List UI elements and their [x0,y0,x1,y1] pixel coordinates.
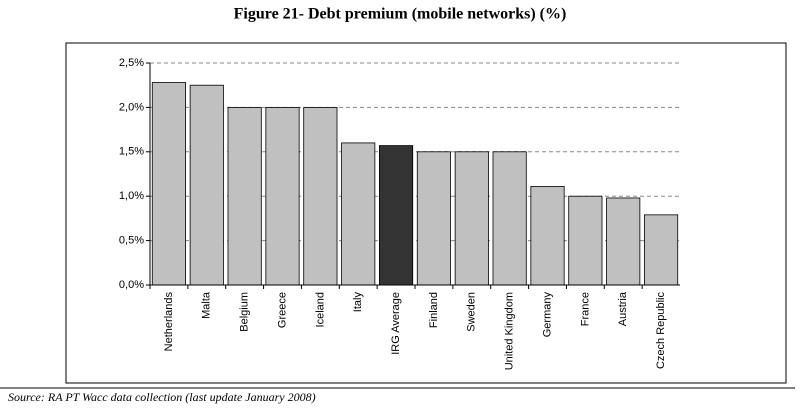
x-tick-label: Belgium [239,292,251,332]
x-tick-label: United Kingdom [504,292,516,370]
x-tick-label: Malta [201,291,213,319]
x-tick-label: Greece [276,292,288,328]
chart-title: Figure 21- Debt premium (mobile networks… [234,6,567,23]
x-tick-label: Iceland [314,292,326,327]
bar [303,107,338,286]
bar [189,84,224,286]
y-tick-label: 2,5% [119,57,144,69]
x-tick-label: Netherlands [163,292,175,352]
x-tick-label: Germany [541,292,553,338]
bar [227,107,262,286]
x-tick-label: France [579,292,591,326]
bar [379,145,414,286]
x-tick-label: Italy [352,292,364,313]
x-tick-label: Sweden [466,292,478,332]
bar [492,151,527,286]
x-tick-label: Finland [428,292,440,328]
bar [341,142,376,286]
bar [644,214,679,286]
bar [530,186,565,286]
chart-frame [65,42,787,384]
bar [568,195,603,286]
y-tick-label: 0,0% [119,279,144,291]
y-tick-label: 2,0% [119,101,144,113]
bar [151,82,186,286]
x-tick-label: Czech Republic [655,292,667,370]
bar [265,107,300,286]
bar [606,197,641,286]
y-tick-label: 1,5% [119,146,144,158]
x-tick-label: IRG Average [390,292,402,355]
source-note: Source: RA PT Wacc data collection (last… [8,390,316,404]
y-tick-label: 0,5% [119,235,144,247]
y-tick-label: 1,0% [119,190,144,202]
bar [416,151,451,286]
x-tick-label: Austria [617,291,629,326]
bar [454,151,489,286]
